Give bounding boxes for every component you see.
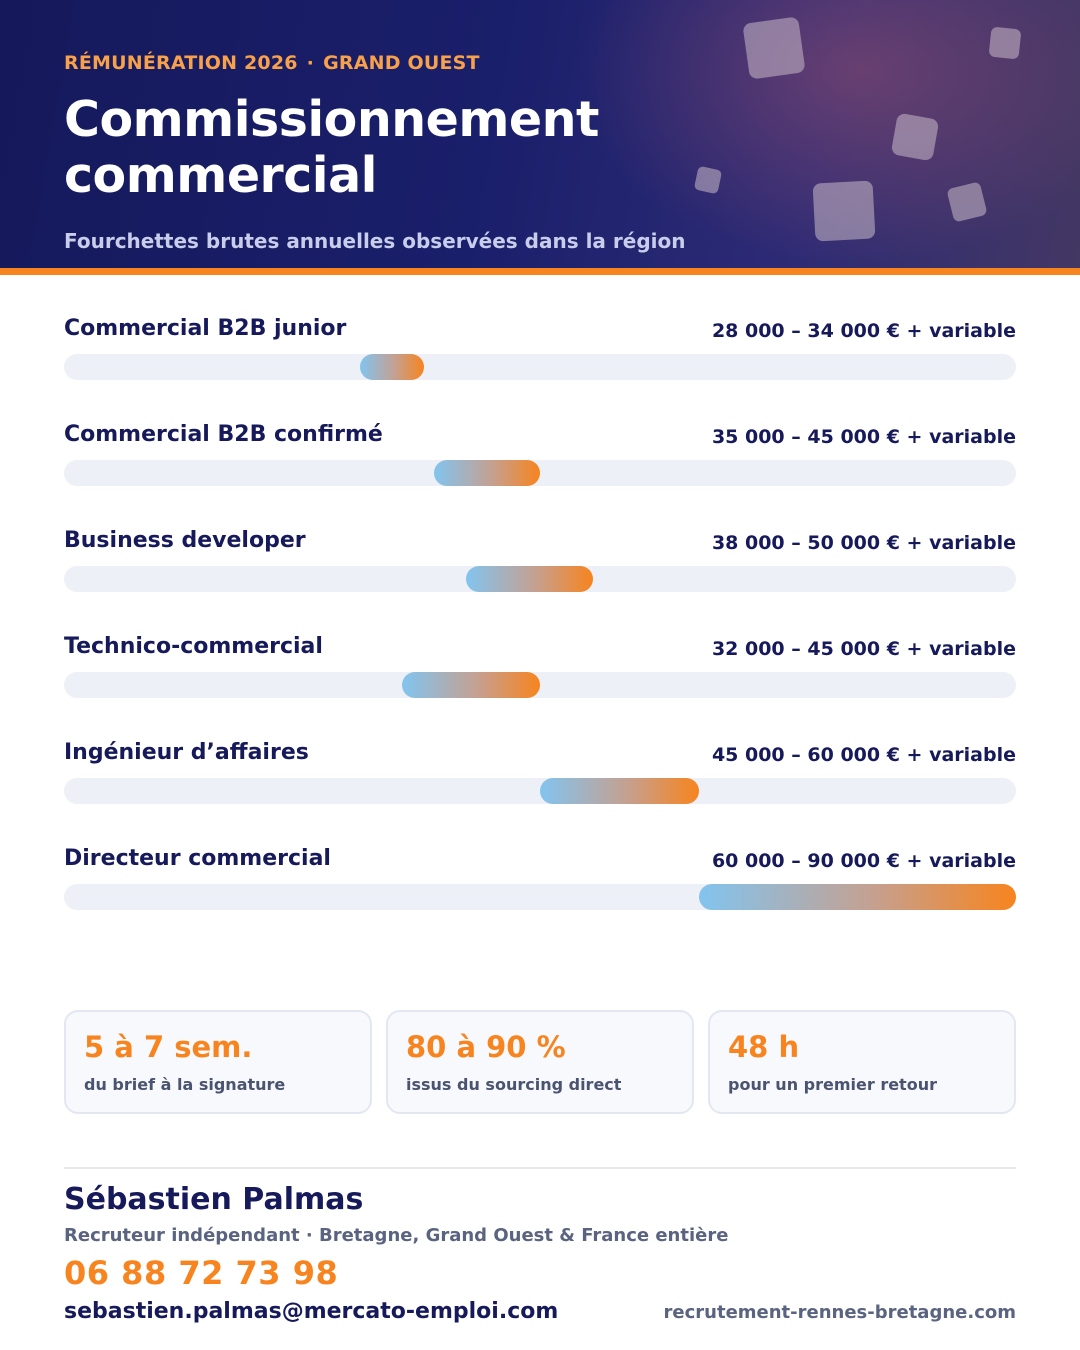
eyebrow-label: RÉMUNÉRATION 2026 · GRAND OUEST bbox=[64, 52, 480, 74]
range-bar bbox=[402, 672, 540, 698]
title-line-1: Commissionnement bbox=[64, 91, 599, 148]
range-track bbox=[64, 460, 1016, 486]
job-title: Commercial B2B junior bbox=[64, 316, 347, 341]
header-accent-stripe bbox=[0, 268, 1080, 275]
salary-range-text: 60 000 – 90 000 € + variable bbox=[711, 850, 1016, 872]
range-bar bbox=[360, 354, 424, 380]
stat-caption: issus du sourcing direct bbox=[406, 1075, 622, 1094]
stat-card: 48 h pour un premier retour bbox=[708, 1010, 1016, 1114]
job-title: Ingénieur d’affaires bbox=[64, 740, 309, 765]
range-track bbox=[64, 672, 1016, 698]
stat-value: 5 à 7 sem. bbox=[84, 1030, 253, 1064]
salary-range-chart: Commercial B2B junior 28 000 – 34 000 € +… bbox=[64, 316, 1016, 952]
stat-caption: pour un premier retour bbox=[728, 1075, 937, 1094]
salary-row: Technico-commercial 32 000 – 45 000 € + v… bbox=[64, 634, 1016, 740]
page-subtitle: Fourchettes brutes annuelles observées d… bbox=[64, 229, 686, 253]
title-line-2: commercial bbox=[64, 147, 377, 204]
job-title: Directeur commercial bbox=[64, 846, 331, 871]
range-bar bbox=[698, 884, 1016, 910]
salary-range-text: 35 000 – 45 000 € + variable bbox=[711, 426, 1016, 448]
eyebrow-separator: · bbox=[306, 52, 315, 74]
contact-phone[interactable]: 06 88 72 73 98 bbox=[64, 1254, 339, 1292]
stat-value: 48 h bbox=[728, 1030, 800, 1064]
stats-row: 5 à 7 sem. du brief à la signature 80 à … bbox=[64, 1010, 1016, 1114]
decorative-square bbox=[812, 180, 876, 242]
job-title: Technico-commercial bbox=[64, 634, 323, 659]
salary-row: Commercial B2B confirmé 35 000 – 45 000 €… bbox=[64, 422, 1016, 528]
eyebrow-year: RÉMUNÉRATION 2026 bbox=[64, 52, 298, 74]
decorative-square bbox=[890, 112, 940, 162]
eyebrow-region: GRAND OUEST bbox=[323, 52, 480, 74]
contact-website[interactable]: recrutement-rennes-bretagne.com bbox=[663, 1302, 1016, 1323]
page-title: Commissionnement commercial bbox=[64, 92, 599, 204]
range-track bbox=[64, 778, 1016, 804]
salary-range-text: 28 000 – 34 000 € + variable bbox=[711, 320, 1016, 342]
salary-row: Ingénieur d’affaires 45 000 – 60 000 € + … bbox=[64, 740, 1016, 846]
salary-range-text: 32 000 – 45 000 € + variable bbox=[711, 638, 1016, 660]
stat-card: 80 à 90 % issus du sourcing direct bbox=[386, 1010, 694, 1114]
decorative-square bbox=[946, 181, 988, 223]
decorative-square bbox=[693, 165, 723, 195]
salary-range-text: 38 000 – 50 000 € + variable bbox=[711, 532, 1016, 554]
header-banner: RÉMUNÉRATION 2026 · GRAND OUEST Commission… bbox=[0, 0, 1080, 268]
range-bar bbox=[540, 778, 699, 804]
range-track bbox=[64, 354, 1016, 380]
contact-email[interactable]: sebastien.palmas@mercato-emploi.com bbox=[64, 1299, 559, 1324]
salary-row: Commercial B2B junior 28 000 – 34 000 € +… bbox=[64, 316, 1016, 422]
footer-divider bbox=[64, 1167, 1016, 1169]
salary-row: Directeur commercial 60 000 – 90 000 € + … bbox=[64, 846, 1016, 952]
contact-name: Sébastien Palmas bbox=[64, 1182, 364, 1217]
contact-role: Recruteur indépendant · Bretagne, Grand … bbox=[64, 1225, 729, 1246]
decorative-square bbox=[988, 26, 1022, 60]
stat-card: 5 à 7 sem. du brief à la signature bbox=[64, 1010, 372, 1114]
job-title: Commercial B2B confirmé bbox=[64, 422, 383, 447]
decorative-square bbox=[742, 16, 806, 80]
stat-caption: du brief à la signature bbox=[84, 1075, 286, 1094]
range-bar bbox=[434, 460, 540, 486]
range-bar bbox=[465, 566, 593, 592]
stat-value: 80 à 90 % bbox=[406, 1030, 566, 1064]
salary-range-text: 45 000 – 60 000 € + variable bbox=[711, 744, 1016, 766]
range-track bbox=[64, 566, 1016, 592]
salary-row: Business developer 38 000 – 50 000 € + va… bbox=[64, 528, 1016, 634]
range-track bbox=[64, 884, 1016, 910]
job-title: Business developer bbox=[64, 528, 306, 553]
